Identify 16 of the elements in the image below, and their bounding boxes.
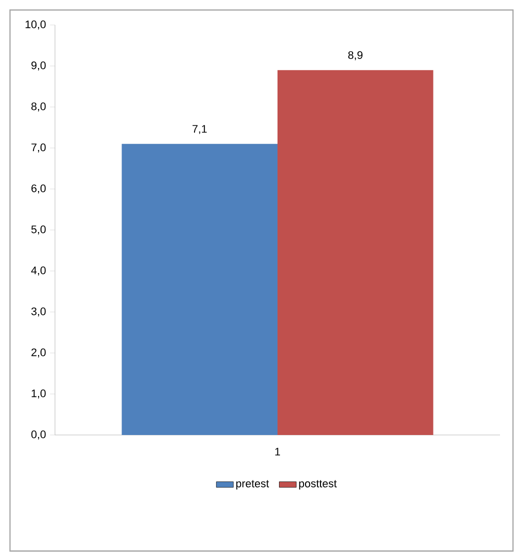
y-tick-label: 10,0 [26,20,46,30]
y-tick-label: 2,0 [31,348,46,358]
y-tick-label: 0,0 [31,430,46,440]
y-tick-label: 3,0 [31,307,46,317]
data-label: 8,9 [348,51,362,60]
data-label: 7,1 [192,125,207,134]
legend-label: posttest [299,480,337,490]
y-tick-label: 1,0 [32,389,46,399]
y-tick-label: 6,0 [31,184,46,194]
y-tick-label: 8,0 [31,102,46,112]
y-tick-label: 4,0 [31,266,46,276]
legend-label: pretest [236,480,269,490]
y-tick-label: 9,0 [31,61,46,71]
y-tick-label: 5,0 [31,225,46,235]
x-tick-label: 1 [275,448,280,456]
y-tick-label: 7,0 [31,143,46,153]
